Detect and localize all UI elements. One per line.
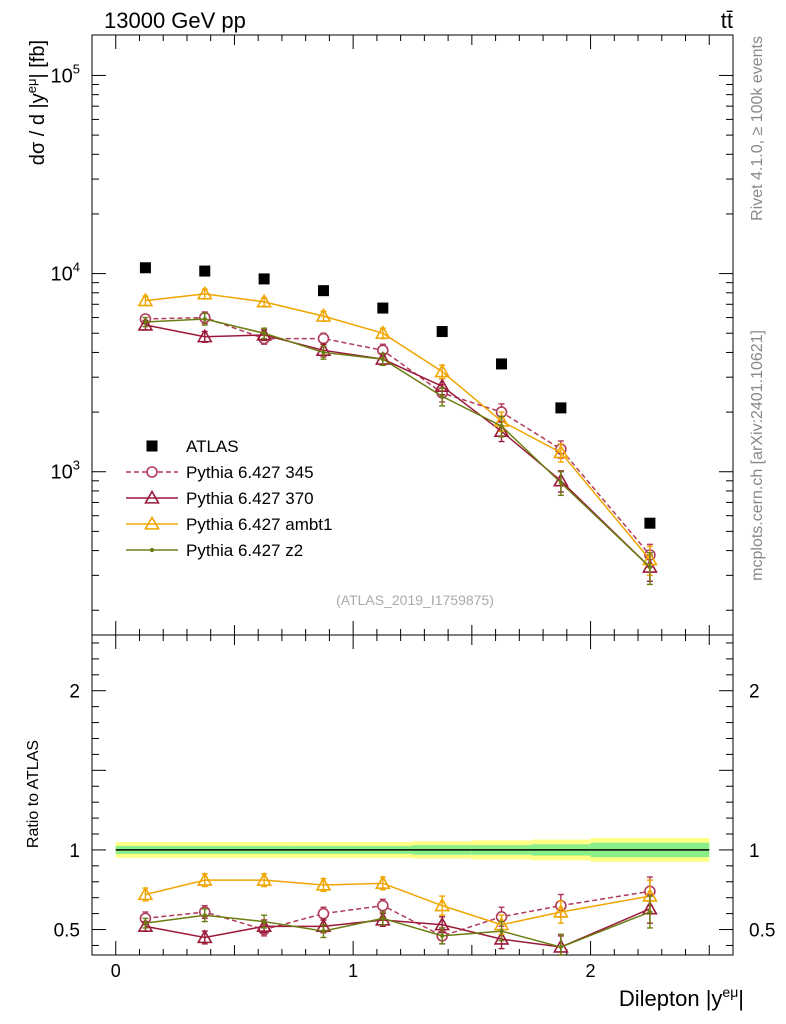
legend-label: Pythia 6.427 345	[186, 463, 314, 482]
main-point-atlas	[139, 262, 151, 274]
ratio-point-pythia-6-427-370	[493, 930, 510, 945]
main-point-pythia-6-427-z2	[202, 317, 207, 322]
main-point-atlas	[317, 285, 329, 297]
main-point-atlas	[496, 358, 508, 370]
main-y-axis-title-sup: eμ	[24, 79, 39, 94]
ratio-point-pythia-6-427-ambt1	[315, 876, 332, 891]
main-y-axis-title-unit: | [fb]	[27, 40, 49, 79]
ratio-y-tick-label-left: 2	[69, 682, 80, 703]
ratio-y-tick-label-right: 2	[749, 682, 760, 703]
legend-label: Pythia 6.427 370	[186, 489, 314, 508]
legend-marker	[146, 466, 158, 478]
x-axis-title: Dilepton |yeμ|	[619, 984, 744, 1011]
main-y-tick-label: 103	[51, 458, 80, 484]
ratio-point-pythia-6-427-ambt1	[434, 897, 451, 912]
legend-label: Pythia 6.427 z2	[186, 541, 303, 560]
ratio-point-pythia-6-427-ambt1	[256, 872, 272, 886]
main-y-axis-title-main: dσ / d |y	[27, 93, 49, 165]
main-plot-series	[137, 262, 658, 586]
ratio-y-tick-label-left: 1	[69, 841, 80, 862]
ratio-line-pythia-6-427-ambt1	[145, 879, 651, 926]
ratio-y-tick-label-right: 1	[749, 841, 760, 862]
main-point-atlas	[644, 517, 656, 529]
main-point-pythia-6-427-ambt1	[434, 363, 451, 378]
ratio-point-pythia-6-427-z2	[321, 929, 326, 934]
legend-marker	[149, 547, 155, 553]
x-axis-title-sup: eμ	[722, 984, 738, 1000]
x-axis-title-suffix: |	[738, 986, 744, 1011]
main-plot-axes: 103 104 105	[51, 34, 734, 636]
main-point-pythia-6-427-ambt1	[553, 444, 569, 459]
main-point-atlas	[555, 402, 567, 414]
ratio-point-pythia-6-427-ambt1	[374, 875, 391, 890]
energy-label: 13000 GeV pp	[104, 8, 246, 33]
main-point-pythia-6-427-345	[317, 332, 330, 345]
ratio-point-pythia-6-427-345	[317, 907, 330, 920]
x-tick-label: 0	[111, 961, 121, 981]
legend-marker	[146, 440, 158, 452]
ratio-reference-band	[115, 837, 710, 862]
ratio-point-pythia-6-427-z2	[202, 913, 207, 918]
rivet-version-label: Rivet 4.1.0, ≥ 100k events	[749, 36, 766, 221]
x-tick-label: 2	[586, 961, 596, 981]
main-point-pythia-6-427-ambt1	[315, 308, 332, 322]
mcplots-label: mcplots.cern.ch [arXiv:2401.10621]	[749, 330, 766, 581]
main-point-pythia-6-427-z2	[380, 357, 385, 362]
main-point-pythia-6-427-z2	[143, 319, 148, 324]
main-point-atlas	[377, 302, 389, 314]
main-point-pythia-6-427-z2	[262, 331, 267, 336]
ratio-y-tick-label-left: 0.5	[54, 921, 80, 942]
ratio-point-pythia-6-427-ambt1	[137, 886, 154, 901]
main-point-pythia-6-427-z2	[499, 424, 504, 429]
main-y-axis-title: dσ / d |yeμ| [fb]	[24, 40, 49, 165]
ratio-point-pythia-6-427-z2	[143, 921, 148, 926]
ratio-plot-frame	[91, 634, 734, 956]
main-point-pythia-6-427-z2	[440, 394, 445, 399]
main-y-tick-label: 104	[51, 260, 80, 286]
process-label: tt̄	[721, 8, 733, 33]
ratio-y-axis-title: Ratio to ATLAS	[25, 740, 42, 848]
ratio-point-pythia-6-427-370	[137, 918, 154, 933]
ratio-point-pythia-6-427-z2	[558, 945, 563, 950]
main-point-pythia-6-427-ambt1	[137, 292, 154, 307]
main-point-atlas	[258, 273, 270, 285]
legend-label: ATLAS	[186, 437, 239, 456]
ratio-point-pythia-6-427-ambt1	[196, 872, 213, 886]
main-point-pythia-6-427-370	[137, 316, 154, 331]
ratio-line-pythia-6-427-345	[145, 890, 651, 937]
ratio-point-pythia-6-427-z2	[380, 916, 385, 921]
ratio-point-pythia-6-427-370	[196, 929, 213, 944]
x-tick-label: 1	[348, 961, 358, 981]
legend-label: Pythia 6.427 ambt1	[186, 515, 332, 534]
ratio-point-pythia-6-427-ambt1	[553, 903, 569, 918]
ratio-point-pythia-6-427-z2	[499, 929, 504, 934]
ratio-line-pythia-6-427-z2	[145, 911, 651, 948]
ratio-plot-series	[137, 872, 658, 956]
main-point-pythia-6-427-z2	[558, 480, 563, 485]
ratio-point-pythia-6-427-z2	[647, 910, 652, 915]
main-point-pythia-6-427-ambt1	[374, 325, 391, 339]
main-point-pythia-6-427-z2	[647, 565, 652, 570]
ratio-point-pythia-6-427-z2	[262, 919, 267, 924]
ratio-point-pythia-6-427-370	[256, 918, 272, 933]
legend: ATLAS Pythia 6.427 345 Pythia 6.427 370 Pyt…	[126, 437, 332, 560]
main-point-pythia-6-427-ambt1	[256, 293, 272, 308]
main-point-pythia-6-427-z2	[321, 350, 326, 355]
legend-marker	[144, 515, 160, 530]
main-y-tick-label: 105	[51, 61, 80, 87]
main-point-pythia-6-427-ambt1	[196, 285, 213, 300]
legend-marker	[144, 489, 160, 504]
main-point-atlas	[199, 265, 211, 277]
x-axis-title-main: Dilepton |y	[619, 986, 723, 1011]
main-point-pythia-6-427-370	[196, 328, 213, 343]
main-point-atlas	[436, 326, 448, 338]
ratio-y-tick-label-right: 0.5	[749, 921, 775, 942]
analysis-label: (ATLAS_2019_I1759875)	[336, 592, 494, 608]
ratio-point-pythia-6-427-345	[377, 899, 389, 912]
ratio-plot-axes: 0 1 2 0.5 0.5 1 1 2 2	[54, 634, 775, 981]
ratio-point-pythia-6-427-z2	[440, 933, 445, 938]
